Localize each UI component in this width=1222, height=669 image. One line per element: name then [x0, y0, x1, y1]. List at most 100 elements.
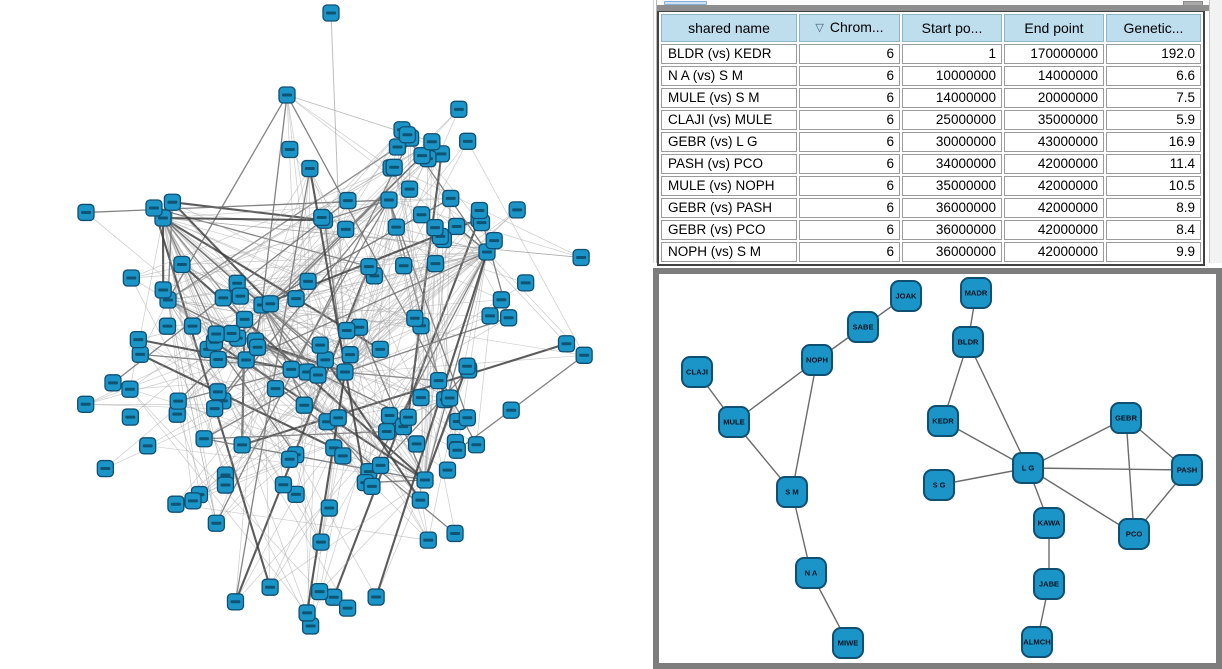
network-node[interactable]: [139, 437, 157, 455]
node-joak[interactable]: JOAK: [890, 280, 922, 312]
network-node[interactable]: [426, 255, 445, 273]
network-node[interactable]: [167, 495, 185, 513]
network-node[interactable]: [371, 456, 390, 475]
network-node[interactable]: [206, 399, 224, 418]
network-node[interactable]: [387, 218, 405, 236]
network-node[interactable]: [337, 220, 355, 238]
column-header-chrom[interactable]: ▽ Chrom...: [799, 14, 900, 42]
network-node[interactable]: [195, 430, 213, 448]
table-row[interactable]: PASH (vs) PCO 6 34000000 42000000 11.4: [661, 154, 1201, 174]
network-node[interactable]: [412, 388, 430, 407]
network-node[interactable]: [237, 351, 255, 369]
node-s-g[interactable]: S G: [923, 469, 955, 501]
network-node[interactable]: [338, 321, 356, 340]
network-node[interactable]: [104, 374, 122, 392]
node-claji[interactable]: CLAJI: [681, 356, 713, 388]
network-node[interactable]: [446, 524, 464, 543]
network-node[interactable]: [209, 383, 227, 401]
table-row[interactable]: GEBR (vs) L G 6 30000000 43000000 16.9: [661, 132, 1201, 152]
node-sabe[interactable]: SABE: [847, 311, 879, 343]
node-n-a[interactable]: N A: [795, 557, 827, 589]
network-node[interactable]: [467, 436, 486, 454]
node-kedr[interactable]: KEDR: [927, 405, 959, 437]
network-node[interactable]: [458, 409, 476, 427]
network-node[interactable]: [222, 324, 241, 343]
network-node[interactable]: [313, 208, 331, 227]
network-node[interactable]: [158, 317, 177, 335]
network-node[interactable]: [450, 100, 468, 118]
network-node[interactable]: [557, 335, 576, 353]
column-header-end-point[interactable]: End point: [1004, 14, 1104, 42]
network-node[interactable]: [360, 257, 378, 276]
network-node[interactable]: [278, 86, 296, 104]
network-node[interactable]: [312, 533, 330, 551]
network-node[interactable]: [122, 269, 141, 287]
network-node[interactable]: [341, 346, 359, 364]
node-mule[interactable]: MULE: [718, 406, 750, 438]
network-node[interactable]: [301, 159, 319, 178]
node-bldr[interactable]: BLDR: [952, 326, 984, 358]
network-node[interactable]: [438, 461, 457, 479]
network-node[interactable]: [336, 363, 354, 381]
network-node[interactable]: [459, 132, 477, 150]
network-node[interactable]: [378, 422, 396, 441]
column-header-start-po[interactable]: Start po...: [902, 14, 1002, 42]
network-node[interactable]: [209, 350, 227, 369]
network-node[interactable]: [400, 180, 419, 198]
network-node[interactable]: [339, 191, 357, 210]
table-row[interactable]: N A (vs) S M 6 10000000 14000000 6.6: [661, 66, 1201, 86]
network-node[interactable]: [412, 206, 431, 224]
filter-icon[interactable]: ▽: [815, 22, 824, 34]
network-node[interactable]: [442, 189, 460, 208]
network-node[interactable]: [423, 133, 441, 151]
network-node[interactable]: [458, 357, 476, 375]
network-node[interactable]: [385, 158, 403, 176]
network-node[interactable]: [430, 371, 448, 390]
network-node[interactable]: [274, 476, 293, 494]
node-s-m[interactable]: S M: [776, 476, 808, 508]
network-node[interactable]: [572, 248, 590, 267]
table-row[interactable]: GEBR (vs) PCO 6 36000000 42000000 8.4: [661, 220, 1201, 240]
network-node[interactable]: [309, 366, 327, 384]
network-node[interactable]: [502, 401, 520, 419]
network-node[interactable]: [287, 485, 305, 504]
network-node[interactable]: [448, 217, 466, 236]
network-node[interactable]: [261, 578, 279, 596]
network-node[interactable]: [398, 126, 417, 144]
network-node[interactable]: [231, 287, 249, 305]
network-node[interactable]: [233, 436, 251, 454]
network-node[interactable]: [413, 147, 431, 165]
network-node[interactable]: [154, 281, 172, 299]
network-node[interactable]: [298, 604, 316, 622]
network-node[interactable]: [395, 257, 413, 275]
node-l-g[interactable]: L G: [1012, 452, 1044, 484]
dense-network-canvas[interactable]: [0, 0, 648, 669]
node-noph[interactable]: NOPH: [801, 344, 833, 376]
network-node[interactable]: [448, 441, 466, 459]
network-node[interactable]: [235, 310, 254, 329]
network-node[interactable]: [499, 309, 518, 327]
network-node[interactable]: [145, 199, 163, 217]
network-node[interactable]: [426, 219, 444, 237]
network-node[interactable]: [419, 531, 437, 549]
network-node[interactable]: [163, 193, 182, 211]
network-node[interactable]: [121, 408, 140, 426]
network-node[interactable]: [492, 291, 511, 309]
subnetwork-canvas[interactable]: JOAK MADR SABE BLDR NOPH CLAJI KEDR GEBR MULE L G…: [659, 274, 1216, 663]
table-row[interactable]: CLAJI (vs) MULE 6 25000000 35000000 5.9: [661, 110, 1201, 130]
table-row[interactable]: NOPH (vs) S M 6 36000000 42000000 9.9: [661, 242, 1201, 262]
network-node[interactable]: [485, 231, 503, 250]
table-row[interactable]: BLDR (vs) KEDR 6 1 170000000 192.0: [661, 44, 1201, 64]
v-scrollbar-track[interactable]: [1209, 0, 1222, 263]
network-node[interactable]: [183, 317, 202, 335]
network-node[interactable]: [96, 459, 114, 478]
network-node[interactable]: [399, 408, 417, 426]
column-header-shared-name[interactable]: shared name: [661, 14, 797, 42]
network-node[interactable]: [406, 309, 424, 327]
network-node[interactable]: [371, 340, 389, 358]
network-node[interactable]: [411, 491, 429, 509]
network-node[interactable]: [311, 336, 329, 354]
network-node[interactable]: [207, 514, 225, 532]
node-gebr[interactable]: GEBR: [1110, 402, 1142, 434]
network-node[interactable]: [322, 4, 340, 22]
